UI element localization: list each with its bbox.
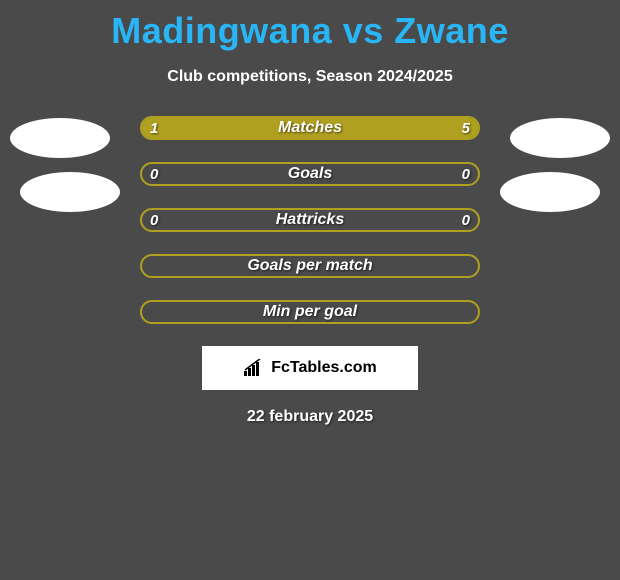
stat-value-right: 5 (462, 116, 470, 140)
stat-value-left: 1 (150, 116, 158, 140)
stat-value-left: 0 (150, 208, 158, 232)
stat-row: Goals per match (140, 254, 480, 278)
stat-label: Hattricks (140, 208, 480, 232)
stat-label: Min per goal (140, 300, 480, 324)
subtitle: Club competitions, Season 2024/2025 (0, 68, 620, 86)
stat-value-right: 0 (462, 208, 470, 232)
stats-comparison: Matches15Goals00Hattricks00Goals per mat… (0, 116, 620, 324)
fctables-logo: FcTables.com (202, 346, 418, 390)
date-text: 22 february 2025 (0, 408, 620, 426)
stat-label: Goals per match (140, 254, 480, 278)
chart-icon (243, 359, 265, 377)
stat-row: Goals0 0 (140, 162, 480, 186)
page-title: Madingwana vs Zwane (0, 0, 620, 52)
logo-text: FcTables.com (271, 359, 377, 377)
stat-value-right: 0 (462, 162, 470, 186)
stat-row: Min per goal (140, 300, 480, 324)
stat-label: Goals (140, 162, 480, 186)
stat-row: Matches1 5 (140, 116, 480, 140)
stat-row: Hattricks0 0 (140, 208, 480, 232)
stat-value-left: 0 (150, 162, 158, 186)
stat-label: Matches (140, 116, 480, 140)
